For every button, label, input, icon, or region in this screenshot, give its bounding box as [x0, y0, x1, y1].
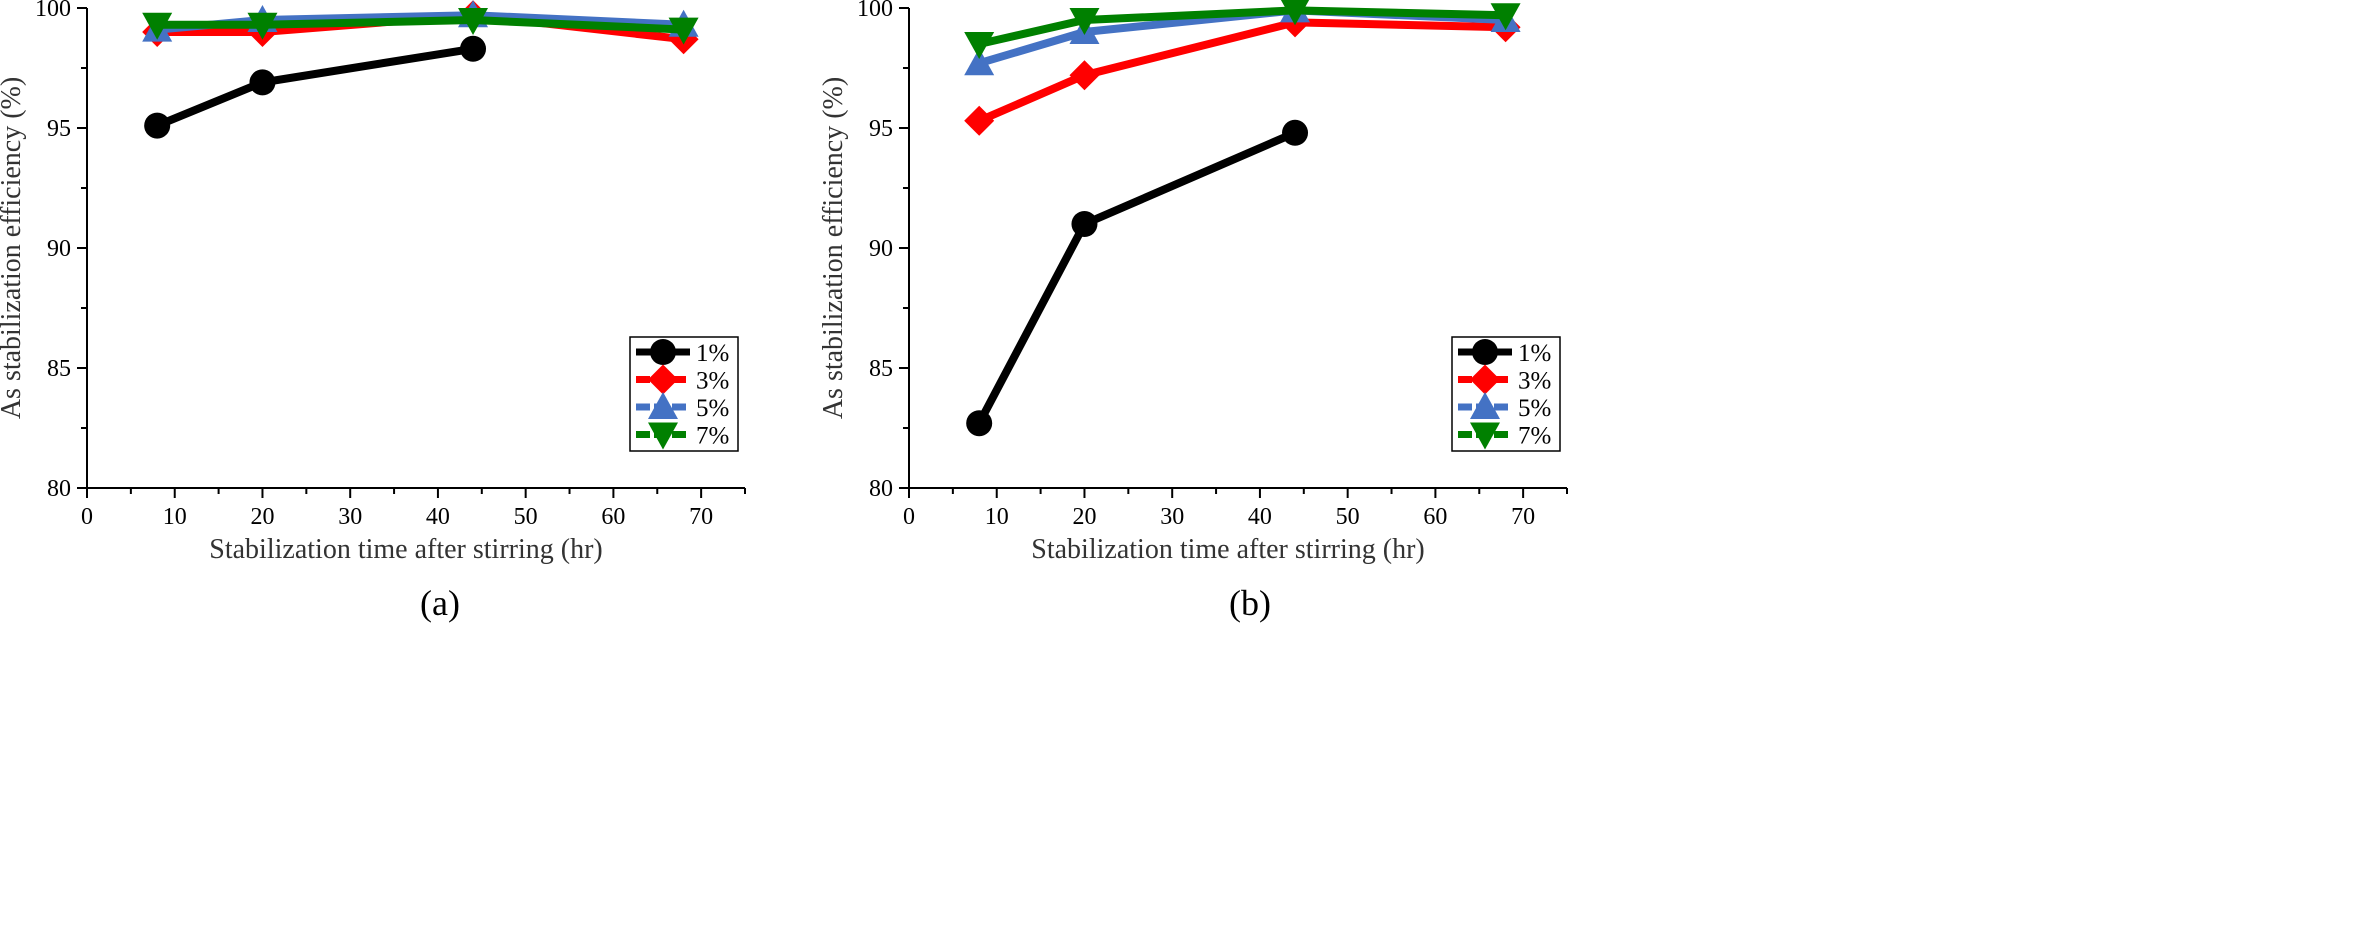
legend-label: 5%: [696, 395, 729, 422]
panel-a: 0 10 20 30 40 50 60 70 80 85 90 95 100 Stabilization …: [0, 0, 746, 623]
panel-label: (a): [420, 583, 460, 623]
y-tick-label: 80: [47, 476, 71, 502]
legend-marker: [1472, 339, 1498, 365]
data-point: [1282, 119, 1309, 146]
series-line: [978, 6, 1506, 48]
data-point: [142, 12, 173, 40]
x-tick-label: 60: [1423, 504, 1447, 530]
legend-label: 1%: [696, 340, 729, 367]
series-line: [975, 129, 1297, 426]
legend-label: 3%: [1518, 368, 1551, 395]
data-point: [966, 410, 993, 437]
panel-label: (b): [1229, 583, 1271, 623]
series-7%: [142, 8, 699, 45]
series-1%: [144, 35, 487, 139]
y-tick-label: 85: [47, 356, 71, 382]
x-tick-label: 0: [81, 504, 93, 530]
y-axis-title: As stabilization efficiency (%): [0, 77, 27, 419]
series-7%: [964, 0, 1521, 59]
legend-label: 5%: [1518, 395, 1551, 422]
data-point: [1490, 3, 1521, 31]
legend-marker: [648, 392, 678, 419]
x-tick-label: 30: [338, 504, 362, 530]
y-tick-label: 95: [47, 116, 71, 142]
data-point: [249, 69, 276, 96]
data-point: [247, 12, 278, 40]
legend-label: 1%: [1518, 340, 1551, 367]
data-point: [964, 105, 995, 136]
data-point: [1069, 8, 1100, 35]
x-tick-label: 40: [426, 504, 450, 530]
data-point: [144, 112, 171, 139]
data-point: [1069, 60, 1100, 91]
series-line: [157, 15, 684, 34]
panel-b: 0 10 20 30 40 50 60 70 80 85 90 95 100 Stabilization …: [818, 0, 1568, 623]
legend-label: 7%: [1518, 423, 1551, 450]
x-tick-label: 30: [1160, 504, 1184, 530]
x-tick-label: 50: [514, 504, 538, 530]
legend-label: 3%: [696, 368, 729, 395]
data-point: [964, 48, 995, 76]
x-tick-label: 20: [250, 504, 274, 530]
data-point: [458, 8, 489, 35]
legend-marker: [1470, 392, 1500, 419]
y-tick-label: 100: [857, 0, 893, 22]
x-axis-title: Stabilization time after stirring (hr): [1031, 534, 1424, 565]
x-tick-label: 20: [1072, 504, 1096, 530]
legend-marker: [650, 339, 676, 365]
y-tick-label: 85: [869, 356, 893, 382]
y-axis-title: As stabilization efficiency (%): [818, 77, 849, 419]
data-point: [964, 32, 995, 59]
data-point: [1071, 211, 1098, 237]
y-tick-label: 80: [869, 476, 893, 502]
y-tick-label: 90: [869, 236, 893, 262]
x-tick-label: 70: [1511, 504, 1535, 530]
series-line: [977, 18, 1506, 125]
x-tick-label: 60: [601, 504, 625, 530]
legend-label: 7%: [696, 423, 729, 450]
legend-marker: [648, 422, 678, 450]
x-tick-label: 70: [689, 504, 713, 530]
x-tick-label: 10: [985, 504, 1009, 530]
legend-marker: [648, 364, 678, 395]
x-tick-label: 0: [903, 504, 915, 530]
y-tick-label: 100: [35, 0, 71, 22]
y-tick-label: 95: [869, 116, 893, 142]
x-tick-label: 10: [163, 504, 187, 530]
legend: 1%3%5%7%: [629, 336, 739, 452]
x-axis-title: Stabilization time after stirring (hr): [209, 534, 602, 565]
legend-marker: [1470, 364, 1500, 395]
legend-marker: [1470, 422, 1500, 450]
data-point: [1280, 0, 1310, 26]
x-tick-label: 50: [1336, 504, 1360, 530]
data-point: [668, 17, 699, 45]
series-1%: [966, 119, 1309, 437]
series-line: [155, 44, 474, 130]
data-point: [460, 35, 487, 62]
legend: 1%3%5%7%: [1451, 336, 1561, 452]
y-tick-label: 90: [47, 236, 71, 262]
x-tick-label: 40: [1248, 504, 1272, 530]
